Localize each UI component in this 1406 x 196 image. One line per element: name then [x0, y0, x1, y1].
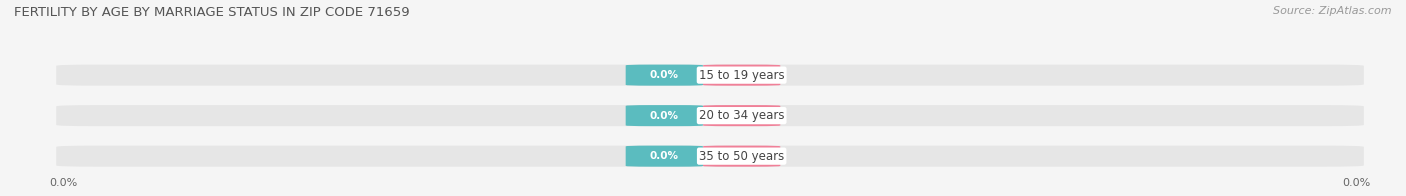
Text: 0.0%: 0.0%: [650, 151, 679, 161]
FancyBboxPatch shape: [626, 65, 703, 86]
FancyBboxPatch shape: [56, 65, 1364, 86]
Text: 0.0%: 0.0%: [650, 111, 679, 121]
Text: 15 to 19 years: 15 to 19 years: [699, 69, 785, 82]
Text: 0.0%: 0.0%: [727, 70, 756, 80]
Text: 0.0%: 0.0%: [727, 151, 756, 161]
FancyBboxPatch shape: [703, 105, 780, 126]
Text: FERTILITY BY AGE BY MARRIAGE STATUS IN ZIP CODE 71659: FERTILITY BY AGE BY MARRIAGE STATUS IN Z…: [14, 6, 409, 19]
FancyBboxPatch shape: [703, 146, 780, 167]
FancyBboxPatch shape: [56, 105, 1364, 126]
FancyBboxPatch shape: [626, 105, 703, 126]
Legend: Married, Unmarried: Married, Unmarried: [633, 194, 787, 196]
Text: 20 to 34 years: 20 to 34 years: [699, 109, 785, 122]
Text: 0.0%: 0.0%: [727, 111, 756, 121]
FancyBboxPatch shape: [56, 146, 1364, 167]
Text: 0.0%: 0.0%: [49, 178, 77, 188]
Text: 0.0%: 0.0%: [1343, 178, 1371, 188]
Text: 0.0%: 0.0%: [650, 70, 679, 80]
FancyBboxPatch shape: [626, 146, 703, 167]
FancyBboxPatch shape: [703, 65, 780, 86]
Text: Source: ZipAtlas.com: Source: ZipAtlas.com: [1274, 6, 1392, 16]
Text: 35 to 50 years: 35 to 50 years: [699, 150, 785, 163]
